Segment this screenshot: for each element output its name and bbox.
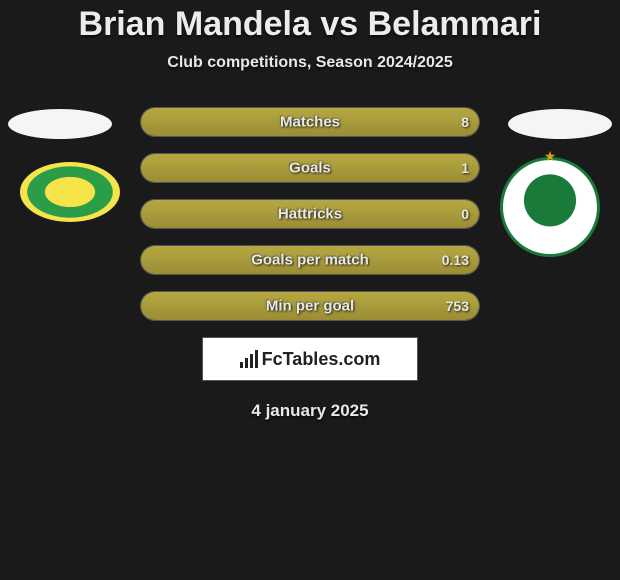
stat-value-right: 8: [461, 114, 469, 130]
stat-row: Hattricks 0: [140, 199, 480, 229]
stat-value-right: 0: [461, 206, 469, 222]
star-icon: ★: [544, 148, 557, 165]
stat-label: Hattricks: [278, 206, 342, 223]
stat-label: Matches: [280, 114, 340, 131]
page-title: Brian Mandela vs Belammari: [0, 5, 620, 44]
stats-area: ★ Matches 8 Goals 1 Hattricks 0 Goals per matc…: [0, 107, 620, 321]
stat-label: Min per goal: [266, 298, 354, 315]
stat-rows: Matches 8 Goals 1 Hattricks 0 Goals per match 0…: [140, 107, 480, 321]
stat-value-right: 1: [461, 160, 469, 176]
comparison-card: Brian Mandela vs Belammari Club competit…: [0, 0, 620, 421]
date-label: 4 january 2025: [0, 401, 620, 421]
club-badge-right: ★: [500, 157, 600, 257]
player-photo-left: [8, 109, 112, 139]
brand-logo[interactable]: FcTables.com: [202, 337, 418, 381]
club-badge-left: [20, 162, 120, 222]
stat-row: Goals 1: [140, 153, 480, 183]
stat-value-right: 753: [446, 298, 469, 314]
stat-label: Goals per match: [251, 252, 369, 269]
player-photo-right: [508, 109, 612, 139]
stat-value-right: 0.13: [442, 252, 469, 268]
subtitle: Club competitions, Season 2024/2025: [0, 54, 620, 72]
stat-row: Min per goal 753: [140, 291, 480, 321]
barchart-icon: [240, 350, 258, 368]
stat-row: Matches 8: [140, 107, 480, 137]
eagle-icon: [517, 174, 583, 240]
brand-label: FcTables.com: [262, 349, 381, 370]
stat-label: Goals: [289, 160, 331, 177]
brand-logo-text: FcTables.com: [240, 349, 381, 370]
stat-row: Goals per match 0.13: [140, 245, 480, 275]
